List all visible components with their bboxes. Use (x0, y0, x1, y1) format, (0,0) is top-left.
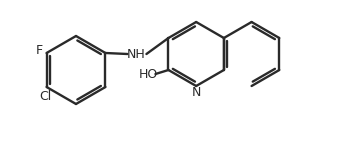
Text: HO: HO (139, 68, 158, 81)
Text: NH: NH (127, 49, 146, 61)
Text: N: N (191, 86, 201, 100)
Text: F: F (36, 44, 43, 58)
Text: Cl: Cl (39, 90, 52, 102)
